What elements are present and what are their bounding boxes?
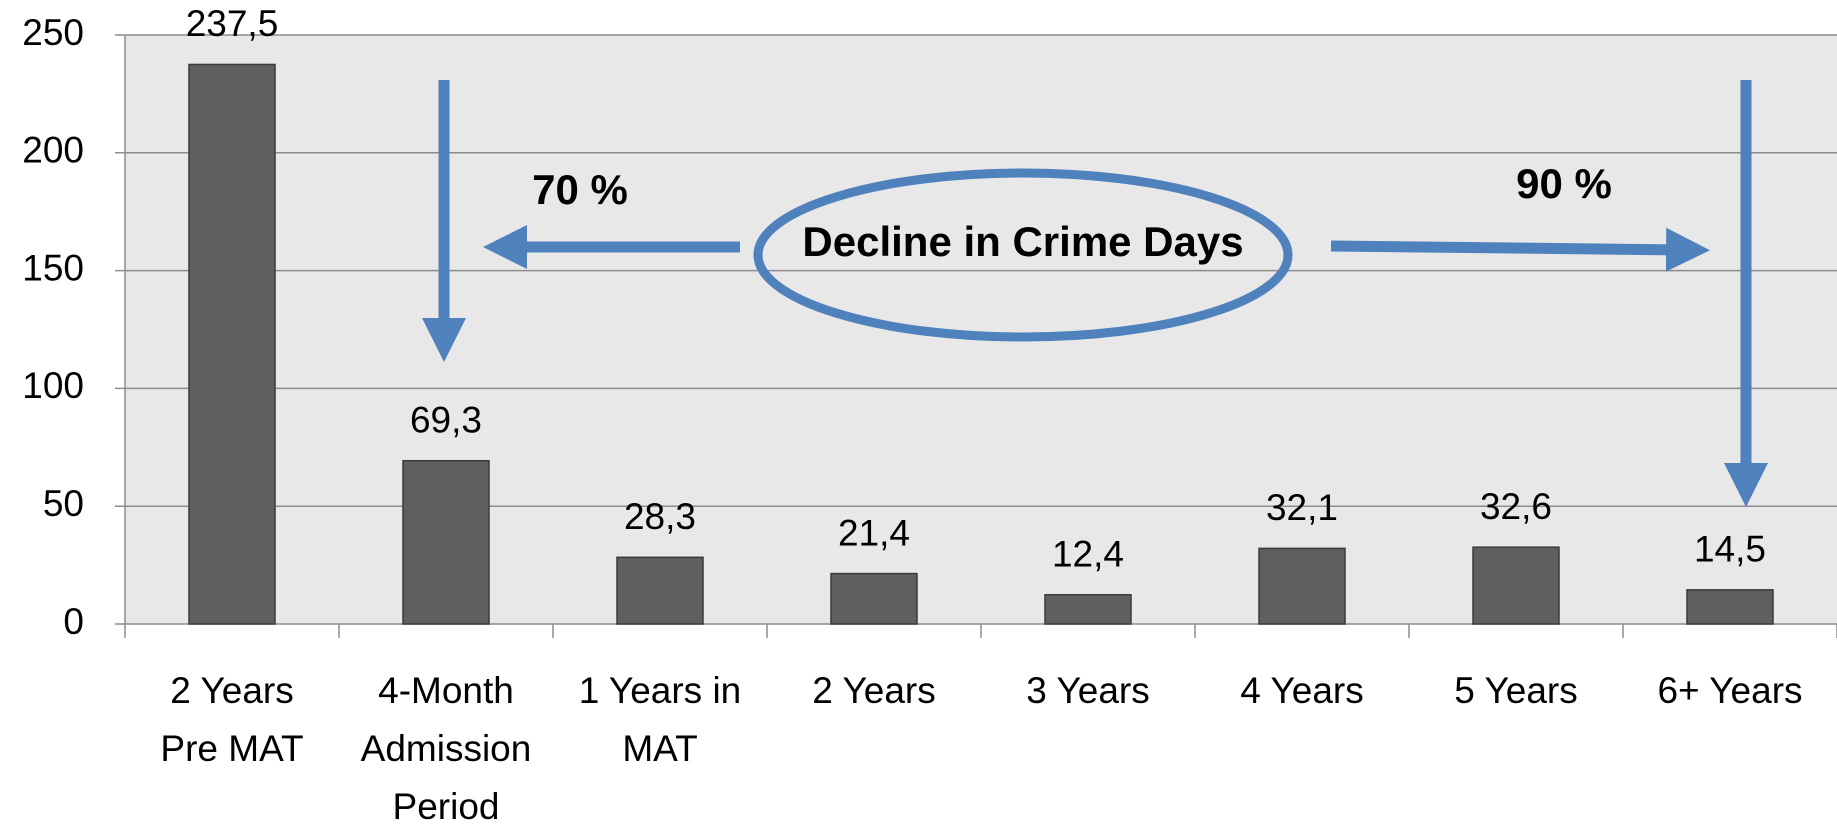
bars — [188, 63, 1774, 625]
grid — [115, 34, 1837, 638]
plot-area — [125, 35, 1837, 624]
annotation: 70 % — [532, 166, 628, 213]
arrow — [1330, 227, 1710, 272]
x-tick-label: 2 Years — [812, 670, 936, 711]
value-label: 12,4 — [1052, 534, 1124, 575]
value-label: 14,5 — [1694, 529, 1766, 570]
value-label: 21,4 — [838, 512, 910, 553]
bar — [1044, 594, 1132, 625]
y-tick-label: 100 — [22, 365, 84, 406]
ellipse — [753, 168, 1293, 342]
x-tick-label: 3 Years — [1026, 670, 1150, 711]
bar — [1472, 546, 1560, 625]
bar — [1258, 547, 1346, 625]
x-tick-label: 6+ Years — [1657, 670, 1803, 711]
bar — [616, 556, 704, 625]
value-label: 28,3 — [624, 496, 696, 537]
bar — [402, 459, 490, 625]
y-tick-label: 50 — [43, 483, 84, 524]
y-tick-label: 0 — [63, 601, 84, 642]
x-tick-label: 2 Years Pre MAT — [160, 670, 304, 769]
annotation: Decline in Crime Days — [802, 218, 1243, 265]
annotations: 70 % Decline in Crime Days 90 % — [422, 80, 1768, 507]
y-tick-label: 150 — [22, 247, 84, 288]
x-tick-label: 5 Years — [1454, 670, 1578, 711]
x-tick-label: 1 Years in MAT — [578, 670, 742, 769]
value-label: 32,6 — [1480, 486, 1552, 527]
bar — [188, 63, 276, 625]
x-tick-label: 4-Month Admission Period — [360, 670, 532, 827]
value-label: 237,5 — [186, 3, 279, 44]
x-tick-label: 4 Years — [1240, 670, 1364, 711]
annotation: 90 % — [1516, 160, 1612, 207]
value-label: 32,1 — [1266, 487, 1338, 528]
y-tick-label: 250 — [22, 12, 84, 53]
value-label: 69,3 — [410, 400, 482, 441]
bar — [1686, 589, 1774, 625]
y-tick-label: 200 — [22, 130, 84, 171]
bar — [830, 572, 918, 625]
